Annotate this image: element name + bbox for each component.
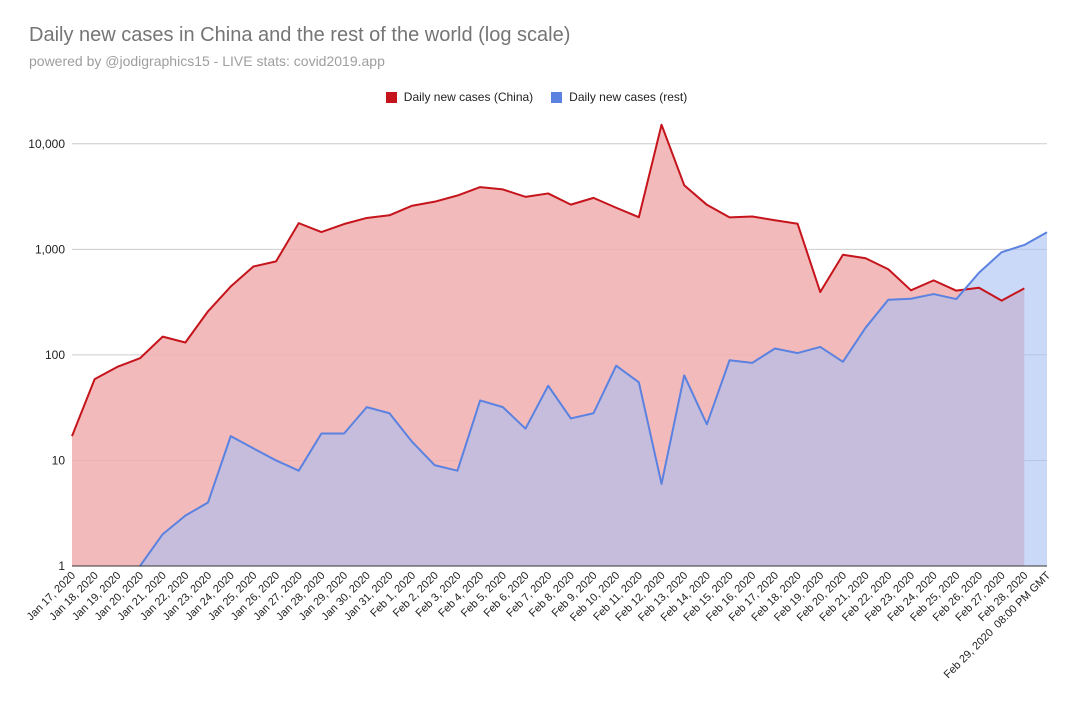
chart-title: Daily new cases in China and the rest of… bbox=[29, 24, 571, 46]
legend-label-rest: Daily new cases (rest) bbox=[569, 90, 688, 104]
series-lines bbox=[71, 123, 1048, 567]
y-tick-label: 1,000 bbox=[35, 242, 65, 256]
legend-swatch-china bbox=[385, 91, 397, 103]
chart-subtitle: powered by @jodigraphics15 - LIVE stats:… bbox=[29, 53, 385, 69]
series-area-1 bbox=[140, 232, 1047, 567]
y-tick-label: 100 bbox=[45, 348, 65, 362]
legend-item-china[interactable]: Daily new cases (China) bbox=[385, 90, 534, 104]
series-areas bbox=[72, 124, 1047, 567]
chart-legend: Daily new cases (China) Daily new cases … bbox=[0, 90, 1073, 104]
y-tick-label: 10 bbox=[52, 453, 66, 467]
legend-item-rest[interactable]: Daily new cases (rest) bbox=[551, 90, 687, 104]
y-tick-label: 10,000 bbox=[28, 137, 65, 151]
legend-label-china: Daily new cases (China) bbox=[403, 90, 534, 104]
y-tick-label: 1 bbox=[58, 559, 65, 573]
legend-swatch-rest bbox=[551, 91, 563, 103]
y-axis: 1 10 100 1,000 10,000 bbox=[28, 137, 65, 573]
